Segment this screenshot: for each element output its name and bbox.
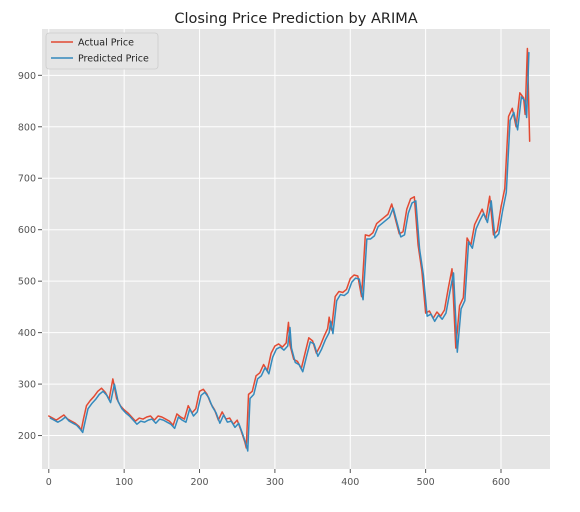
y-tick-label: 600: [18, 225, 36, 236]
legend: Actual Price Predicted Price: [45, 32, 159, 70]
y-tick-label: 900: [18, 71, 36, 82]
series-lines: [48, 47, 531, 452]
y-tick-label: 300: [18, 380, 36, 391]
legend-label-predicted: Predicted Price: [78, 54, 149, 65]
chart-title: Closing Price Prediction by ARIMA: [174, 11, 417, 27]
x-tick-label: 100: [115, 477, 133, 488]
y-tick-label: 500: [18, 277, 36, 288]
y-tick-label: 400: [18, 328, 36, 339]
series-line-predicted: [49, 51, 530, 452]
x-tick-label: 400: [341, 477, 359, 488]
axis-ticks: 0 100 200 300 400 500 600 200 300 400 500 600 700 800…: [18, 71, 510, 488]
grid-lines: [42, 29, 550, 469]
y-tick-label: 200: [18, 431, 36, 442]
x-tick-label: 0: [46, 477, 52, 488]
x-tick-label: 600: [492, 477, 510, 488]
x-tick-label: 300: [266, 477, 284, 488]
x-tick-label: 500: [417, 477, 435, 488]
y-tick-label: 700: [18, 174, 36, 185]
x-tick-label: 200: [190, 477, 208, 488]
legend-box: [45, 32, 159, 70]
plot-area: [42, 29, 550, 469]
y-tick-label: 800: [18, 122, 36, 133]
legend-label-actual: Actual Price: [78, 38, 134, 49]
